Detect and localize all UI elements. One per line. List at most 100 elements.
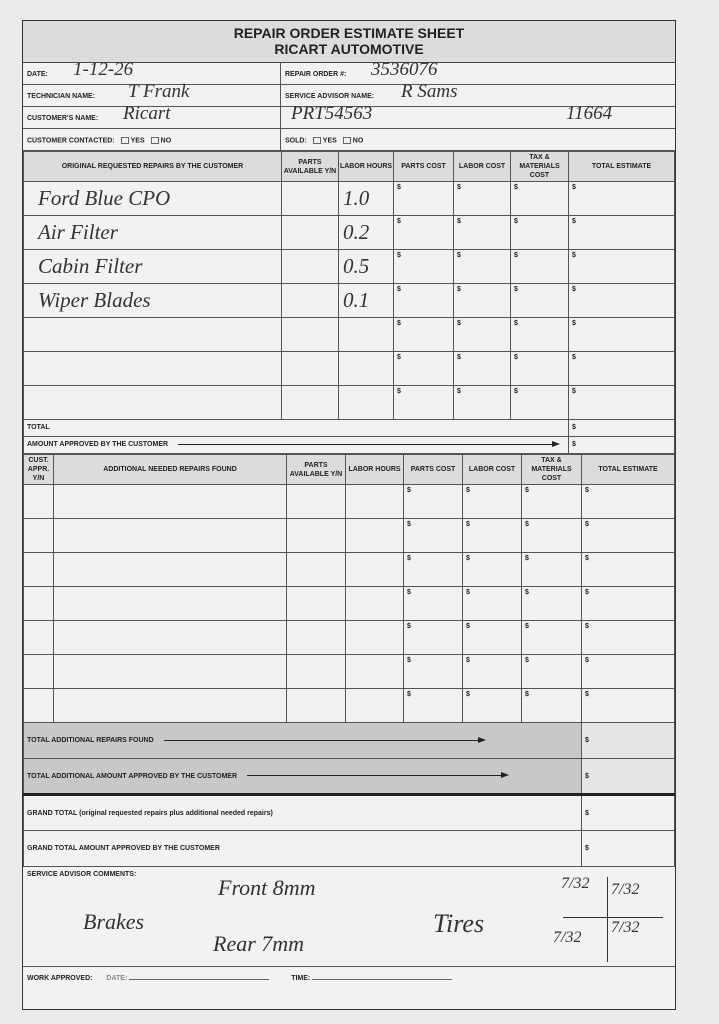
cost-cell[interactable]: $ bbox=[403, 620, 463, 655]
customer-field[interactable]: CUSTOMER'S NAME: Ricart bbox=[23, 103, 281, 129]
customer-approval-cell[interactable] bbox=[23, 552, 54, 587]
cost-cell[interactable]: $ bbox=[462, 518, 522, 553]
cost-cell[interactable]: $ bbox=[581, 518, 675, 553]
cost-cell[interactable]: $ bbox=[393, 181, 454, 216]
total-value[interactable]: $ bbox=[568, 419, 675, 437]
work-time-field[interactable] bbox=[312, 979, 453, 980]
cost-cell[interactable]: $ bbox=[403, 654, 463, 689]
parts-available-cell[interactable] bbox=[281, 351, 339, 386]
cost-cell[interactable]: $ bbox=[581, 586, 675, 621]
cost-cell[interactable]: $ bbox=[403, 552, 463, 587]
cost-cell[interactable]: $ bbox=[453, 351, 511, 386]
cost-cell[interactable]: $ bbox=[393, 351, 454, 386]
parts-available-cell[interactable] bbox=[281, 283, 339, 318]
repair-description[interactable] bbox=[53, 484, 287, 519]
repair-description[interactable] bbox=[23, 385, 282, 420]
cost-cell[interactable]: $ bbox=[393, 317, 454, 352]
approved-value[interactable]: $ bbox=[568, 436, 675, 454]
cost-cell[interactable]: $ bbox=[581, 484, 675, 519]
labor-hours-cell[interactable] bbox=[345, 688, 404, 723]
cost-cell[interactable]: $ bbox=[568, 181, 675, 216]
repair-description[interactable]: Cabin Filter bbox=[23, 249, 282, 284]
advisor-field[interactable]: SERVICE ADVISOR NAME: R Sams bbox=[281, 81, 675, 107]
cost-cell[interactable]: $ bbox=[403, 484, 463, 519]
cost-cell[interactable]: $ bbox=[521, 552, 582, 587]
parts-available-cell[interactable] bbox=[281, 249, 339, 284]
repair-description[interactable]: Wiper Blades bbox=[23, 283, 282, 318]
parts-available-cell[interactable] bbox=[286, 620, 346, 655]
cost-cell[interactable]: $ bbox=[393, 215, 454, 250]
vehicle-note-field[interactable]: PRT54563 11664 bbox=[281, 103, 675, 129]
total-additional-approved-value[interactable]: $ bbox=[581, 758, 675, 795]
labor-hours-cell[interactable] bbox=[345, 552, 404, 587]
parts-available-cell[interactable] bbox=[286, 654, 346, 689]
grand-total-value[interactable]: $ bbox=[581, 794, 675, 831]
parts-available-cell[interactable] bbox=[286, 484, 346, 519]
grand-total-approved-value[interactable]: $ bbox=[581, 830, 675, 867]
labor-hours-cell[interactable] bbox=[345, 586, 404, 621]
cost-cell[interactable]: $ bbox=[510, 249, 569, 284]
parts-available-cell[interactable] bbox=[281, 215, 339, 250]
contacted-yes-checkbox[interactable] bbox=[120, 137, 129, 144]
cost-cell[interactable]: $ bbox=[581, 688, 675, 723]
cost-cell[interactable]: $ bbox=[521, 688, 582, 723]
repair-description[interactable] bbox=[53, 620, 287, 655]
cost-cell[interactable]: $ bbox=[453, 215, 511, 250]
repair-description[interactable] bbox=[53, 586, 287, 621]
cost-cell[interactable]: $ bbox=[521, 654, 582, 689]
labor-hours-cell[interactable]: 0.1 bbox=[338, 283, 394, 318]
advisor-comments[interactable]: SERVICE ADVISOR COMMENTS: Brakes Front 8… bbox=[23, 867, 675, 967]
parts-available-cell[interactable] bbox=[286, 688, 346, 723]
cost-cell[interactable]: $ bbox=[510, 351, 569, 386]
technician-field[interactable]: TECHNICIAN NAME: T Frank bbox=[23, 81, 281, 107]
customer-approval-cell[interactable] bbox=[23, 484, 54, 519]
cost-cell[interactable]: $ bbox=[453, 249, 511, 284]
cost-cell[interactable]: $ bbox=[521, 518, 582, 553]
repair-description[interactable] bbox=[53, 654, 287, 689]
cost-cell[interactable]: $ bbox=[521, 586, 582, 621]
parts-available-cell[interactable] bbox=[281, 385, 339, 420]
cost-cell[interactable]: $ bbox=[568, 317, 675, 352]
repair-description[interactable] bbox=[23, 351, 282, 386]
cost-cell[interactable]: $ bbox=[510, 385, 569, 420]
cost-cell[interactable]: $ bbox=[568, 351, 675, 386]
cost-cell[interactable]: $ bbox=[521, 484, 582, 519]
repair-description[interactable] bbox=[53, 688, 287, 723]
cost-cell[interactable]: $ bbox=[462, 620, 522, 655]
total-additional-value[interactable]: $ bbox=[581, 722, 675, 759]
cost-cell[interactable]: $ bbox=[403, 586, 463, 621]
cost-cell[interactable]: $ bbox=[581, 620, 675, 655]
repair-description[interactable] bbox=[53, 552, 287, 587]
cost-cell[interactable]: $ bbox=[462, 688, 522, 723]
labor-hours-cell[interactable] bbox=[338, 351, 394, 386]
contacted-no-checkbox[interactable] bbox=[150, 137, 159, 144]
parts-available-cell[interactable] bbox=[281, 181, 339, 216]
parts-available-cell[interactable] bbox=[286, 586, 346, 621]
cost-cell[interactable]: $ bbox=[521, 620, 582, 655]
customer-approval-cell[interactable] bbox=[23, 654, 54, 689]
date-field[interactable]: DATE: 1-12-26 bbox=[23, 59, 281, 85]
labor-hours-cell[interactable]: 0.5 bbox=[338, 249, 394, 284]
cost-cell[interactable]: $ bbox=[393, 385, 454, 420]
cost-cell[interactable]: $ bbox=[462, 654, 522, 689]
customer-approval-cell[interactable] bbox=[23, 688, 54, 723]
work-date-field[interactable] bbox=[129, 979, 270, 980]
cost-cell[interactable]: $ bbox=[462, 586, 522, 621]
cost-cell[interactable]: $ bbox=[510, 283, 569, 318]
cost-cell[interactable]: $ bbox=[403, 518, 463, 553]
labor-hours-cell[interactable] bbox=[345, 484, 404, 519]
sold-yes-checkbox[interactable] bbox=[312, 137, 321, 144]
labor-hours-cell[interactable] bbox=[345, 518, 404, 553]
customer-approval-cell[interactable] bbox=[23, 620, 54, 655]
cost-cell[interactable]: $ bbox=[453, 181, 511, 216]
customer-approval-cell[interactable] bbox=[23, 586, 54, 621]
sold-no-checkbox[interactable] bbox=[342, 137, 351, 144]
repair-description[interactable]: Air Filter bbox=[23, 215, 282, 250]
repair-description[interactable] bbox=[53, 518, 287, 553]
cost-cell[interactable]: $ bbox=[462, 484, 522, 519]
cost-cell[interactable]: $ bbox=[568, 249, 675, 284]
labor-hours-cell[interactable] bbox=[345, 620, 404, 655]
cost-cell[interactable]: $ bbox=[581, 654, 675, 689]
cost-cell[interactable]: $ bbox=[568, 385, 675, 420]
cost-cell[interactable]: $ bbox=[581, 552, 675, 587]
